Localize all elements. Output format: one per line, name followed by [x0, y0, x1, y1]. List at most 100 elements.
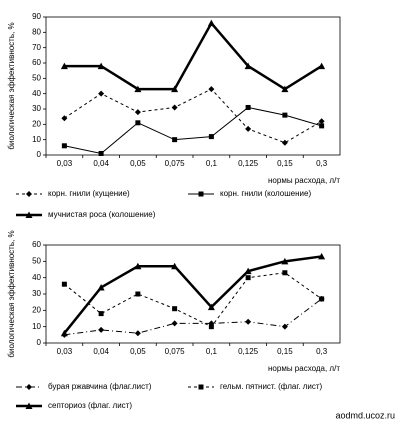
y-tick-label: 60 — [32, 58, 41, 67]
marker — [60, 62, 68, 70]
marker — [318, 252, 326, 260]
y-tick-label: 50 — [32, 256, 41, 265]
marker — [207, 19, 215, 27]
x-tick-label: 0,125 — [238, 159, 259, 168]
series-line — [64, 298, 322, 336]
marker — [61, 115, 68, 122]
marker — [171, 104, 178, 111]
x-tick-label: 0,1 — [206, 347, 218, 356]
y-tick-label: 40 — [32, 273, 41, 282]
series-line — [64, 20, 323, 91]
x-tick-label: 0,075 — [165, 347, 186, 356]
marker — [134, 85, 142, 93]
legend-marker — [25, 211, 33, 218]
marker — [61, 143, 67, 149]
marker — [282, 112, 288, 118]
x-tick-label: 0,075 — [165, 159, 186, 168]
y-axis-label: биологическая эффективность, % — [7, 22, 16, 149]
marker — [171, 320, 178, 327]
x-tick-label: 0,15 — [277, 159, 293, 168]
marker — [172, 137, 178, 143]
x-axis-label: нормы расхода, л/т — [268, 176, 340, 185]
y-tick-label: 40 — [32, 89, 41, 98]
legend-marker — [26, 191, 32, 197]
marker — [208, 324, 214, 330]
x-tick-label: 0,05 — [130, 159, 146, 168]
x-axis-label: нормы расхода, л/т — [268, 364, 340, 373]
marker — [281, 85, 289, 93]
x-tick-label: 0,15 — [277, 347, 293, 356]
marker — [281, 257, 289, 265]
marker — [207, 303, 215, 311]
y-tick-label: 0 — [37, 150, 42, 159]
x-tick-label: 0,03 — [57, 347, 73, 356]
x-tick-label: 0,3 — [316, 347, 328, 356]
x-tick-label: 0,04 — [93, 347, 109, 356]
marker — [172, 306, 178, 312]
marker — [134, 109, 141, 116]
y-tick-label: 30 — [32, 289, 41, 298]
marker — [281, 139, 288, 146]
series-line — [64, 272, 322, 328]
y-axis-label: биологическая эффективность, % — [7, 230, 16, 357]
legend-marker — [25, 402, 33, 409]
marker — [282, 270, 288, 276]
marker — [319, 123, 325, 129]
legend-label: септориоз (флаг. лист) — [48, 401, 132, 410]
marker — [97, 62, 105, 70]
legend-label: корн. гнили (кущение) — [48, 189, 130, 198]
x-tick-label: 0,03 — [57, 159, 73, 168]
legend-label: корн. гнили (колошение) — [220, 189, 311, 198]
y-tick-label: 10 — [32, 135, 41, 144]
legend-marker — [198, 191, 204, 197]
legend-marker — [198, 384, 204, 390]
marker — [281, 323, 288, 330]
watermark: aodmd.ucoz.ru — [335, 410, 395, 420]
y-tick-label: 0 — [37, 338, 42, 347]
legend-label: гельм. пятнист. (флаг. лист) — [220, 382, 323, 391]
marker — [245, 104, 251, 110]
marker — [245, 275, 251, 281]
marker — [245, 318, 252, 325]
marker — [171, 85, 179, 93]
x-tick-label: 0,3 — [316, 159, 328, 168]
marker — [171, 262, 179, 270]
y-tick-label: 30 — [32, 104, 41, 113]
marker — [244, 62, 252, 70]
marker — [135, 291, 141, 297]
marker — [134, 262, 142, 270]
marker — [318, 62, 326, 70]
y-tick-label: 60 — [32, 240, 41, 249]
marker — [98, 90, 105, 97]
marker — [319, 296, 325, 302]
y-tick-label: 20 — [32, 119, 41, 128]
y-tick-label: 20 — [32, 305, 41, 314]
marker — [98, 326, 105, 333]
marker — [60, 329, 68, 337]
marker — [61, 281, 67, 287]
legend-marker — [26, 384, 32, 390]
y-tick-label: 80 — [32, 27, 41, 36]
y-tick-label: 70 — [32, 43, 41, 52]
x-tick-label: 0,04 — [93, 159, 109, 168]
x-tick-label: 0,125 — [238, 347, 259, 356]
x-tick-label: 0,05 — [130, 347, 146, 356]
marker — [208, 134, 214, 140]
series-line — [64, 106, 322, 155]
marker — [135, 120, 141, 126]
marker — [244, 267, 252, 275]
legend-label: бурая ржавчина (флаг.лист) — [48, 382, 152, 391]
series-line — [63, 255, 322, 334]
marker — [97, 283, 105, 291]
marker — [98, 311, 104, 317]
y-tick-label: 90 — [32, 12, 41, 21]
marker — [208, 86, 215, 93]
marker — [98, 150, 104, 156]
x-tick-label: 0,1 — [206, 159, 218, 168]
marker — [245, 125, 252, 132]
legend-label: мучнистая роса (колошение) — [48, 210, 156, 219]
y-tick-label: 50 — [32, 73, 41, 82]
y-tick-label: 10 — [32, 322, 41, 331]
